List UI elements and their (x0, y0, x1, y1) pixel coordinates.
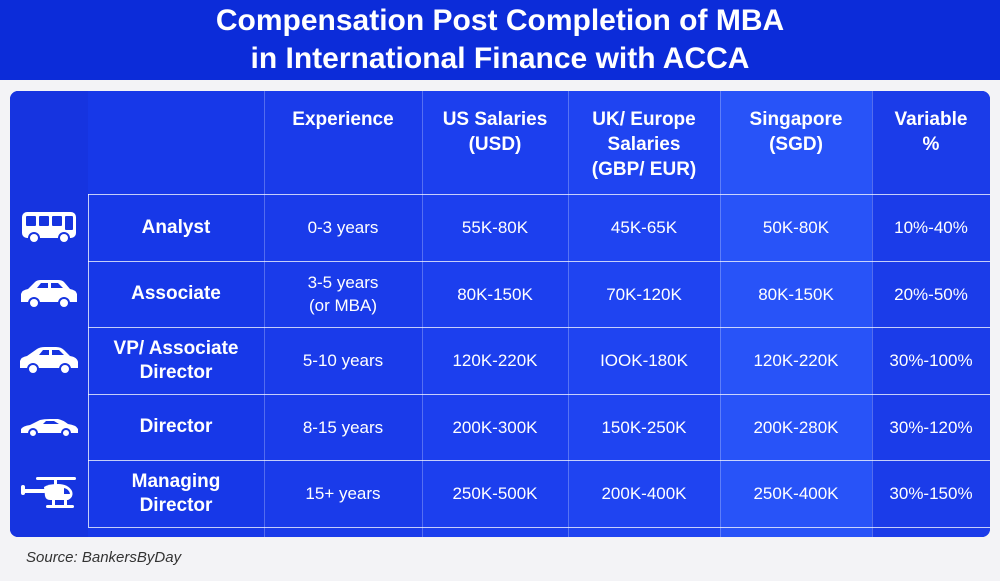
us-salary-cell: 55K-80K (461, 218, 529, 237)
row-separator (88, 261, 990, 262)
experience-cell: 5-10 years (302, 351, 384, 370)
title-line-1: Compensation Post Completion of MBA (215, 4, 785, 37)
singapore-salary-cell: 80K-150K (758, 284, 834, 304)
row-separator (88, 527, 990, 528)
role-managing-director: Managing Director (131, 470, 221, 516)
variable-cell: 30%-100% (889, 351, 973, 370)
row-separator (88, 194, 990, 195)
role-column-left-border (88, 194, 89, 527)
compensation-table: Experience US Salaries (USD) UK/ Europe … (10, 91, 990, 537)
column-divider (720, 91, 721, 537)
header-experience: Experience (292, 109, 394, 130)
source-note: Source: BankersByDay (26, 549, 182, 566)
role-director: Director (139, 416, 213, 437)
car-icon (21, 280, 77, 309)
helicopter-icon (21, 477, 76, 508)
title-band: Compensation Post Completion of MBA in I… (0, 0, 1000, 80)
variable-cell: 10%-40% (894, 218, 968, 237)
variable-cell: 30%-150% (889, 484, 973, 503)
variable-cell: 30%-120% (889, 417, 973, 437)
us-salary-cell: 250K-500K (452, 484, 538, 503)
experience-cell: 0-3 years (307, 218, 379, 237)
experience-cell: 8-15 years (302, 417, 384, 437)
variable-column-bg (872, 91, 990, 537)
row-separator (88, 394, 990, 395)
experience-column-bg (264, 91, 422, 537)
row-separator (88, 460, 990, 461)
experience-cell: 15+ years (305, 484, 381, 503)
variable-cell: 20%-50% (894, 284, 968, 304)
role-vp-associate-director: VP/ Associate Director (113, 337, 239, 383)
uk-salary-cell: 200K-400K (601, 484, 687, 503)
singapore-salary-cell: 200K-280K (753, 417, 839, 437)
header-singapore: Singapore (SGD) (749, 109, 843, 155)
singapore-salary-cell: 250K-400K (753, 484, 839, 503)
icon-column-bg (10, 91, 88, 537)
singapore-salary-cell: 120K-220K (753, 351, 839, 370)
column-divider (422, 91, 423, 537)
uk-salary-cell: 150K-250K (601, 417, 687, 437)
header-variable: Variable % (894, 109, 968, 155)
experience-cell: 3-5 years (or MBA) (307, 273, 379, 315)
singapore-salary-cell: 50K-80K (762, 218, 830, 237)
header-uk-europe-salaries: UK/ Europe Salaries (GBP/ EUR) (591, 109, 697, 180)
singapore-column-bg (720, 91, 872, 537)
column-divider (872, 91, 873, 537)
bus-icon (22, 212, 76, 244)
uk-salary-cell: 45K-65K (610, 218, 678, 237)
role-analyst: Analyst (141, 216, 211, 238)
uk-salary-cell: IOOK-180K (600, 351, 688, 370)
column-divider (568, 91, 569, 537)
column-divider (264, 91, 265, 537)
us-column-bg (422, 91, 568, 537)
role-column-bg (88, 91, 264, 537)
row-separator (88, 327, 990, 328)
us-salary-cell: 80K-150K (457, 284, 533, 304)
title-line-2: in International Finance with ACCA (250, 42, 750, 75)
sedan-icon (20, 347, 78, 375)
uk-salary-cell: 70K-120K (606, 284, 682, 304)
role-associate: Associate (131, 283, 221, 304)
header-us-salaries: US Salaries (USD) (442, 109, 548, 155)
sports-car-icon (21, 419, 78, 438)
us-salary-cell: 200K-300K (452, 417, 538, 437)
uk-column-bg (568, 91, 720, 537)
us-salary-cell: 120K-220K (452, 351, 538, 370)
